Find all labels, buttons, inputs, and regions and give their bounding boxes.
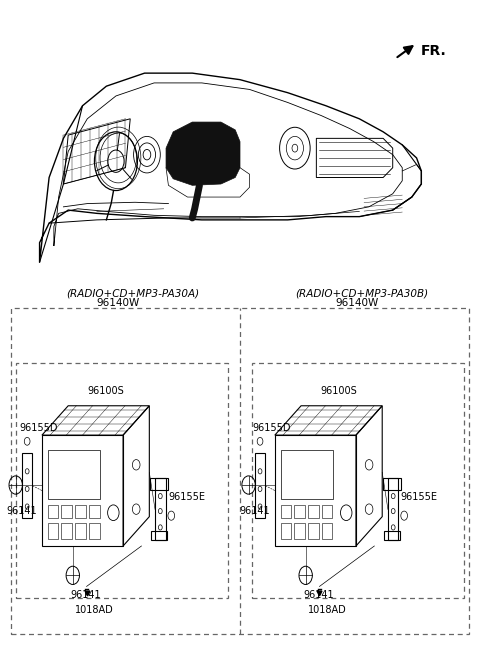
Text: 1018AD: 1018AD [308,605,346,614]
Text: 96140W: 96140W [96,298,140,308]
Bar [61,505,72,518]
Bar [75,505,86,518]
Bar [384,531,400,540]
Text: 96141: 96141 [303,590,334,600]
Bar [255,453,265,518]
Text: 96100S: 96100S [87,386,124,396]
Text: (RADIO+CD+MP3-PA30B): (RADIO+CD+MP3-PA30B) [295,288,428,298]
Bar [281,449,333,499]
Text: 96100S: 96100S [320,386,357,396]
Bar [322,523,333,539]
Bar [48,449,100,499]
Text: 96155D: 96155D [20,424,58,434]
Text: 96141: 96141 [71,590,101,600]
Bar [308,505,319,518]
Text: 96141: 96141 [240,506,270,516]
Bar [281,505,291,518]
Text: 96155E: 96155E [401,492,438,502]
Bar [155,479,166,540]
Bar [294,523,305,539]
Text: (RADIO+CD+MP3-PA30A): (RADIO+CD+MP3-PA30A) [66,288,199,298]
Bar [388,479,398,540]
Text: 96141: 96141 [7,506,37,516]
Text: 96155E: 96155E [168,492,205,502]
Bar [48,505,58,518]
Text: 96140W: 96140W [336,298,379,308]
Bar [308,523,319,539]
Bar [89,505,100,518]
Bar [89,523,100,539]
Bar [150,479,168,490]
Polygon shape [166,122,240,185]
Bar [281,523,291,539]
Bar [75,523,86,539]
Bar [48,523,58,539]
Bar [383,479,401,490]
Bar [151,531,168,540]
Bar [294,505,305,518]
Bar [61,523,72,539]
Bar [22,453,33,518]
Text: 96155D: 96155D [252,424,291,434]
Bar [322,505,333,518]
Text: 1018AD: 1018AD [75,605,113,614]
Text: FR.: FR. [420,44,446,58]
